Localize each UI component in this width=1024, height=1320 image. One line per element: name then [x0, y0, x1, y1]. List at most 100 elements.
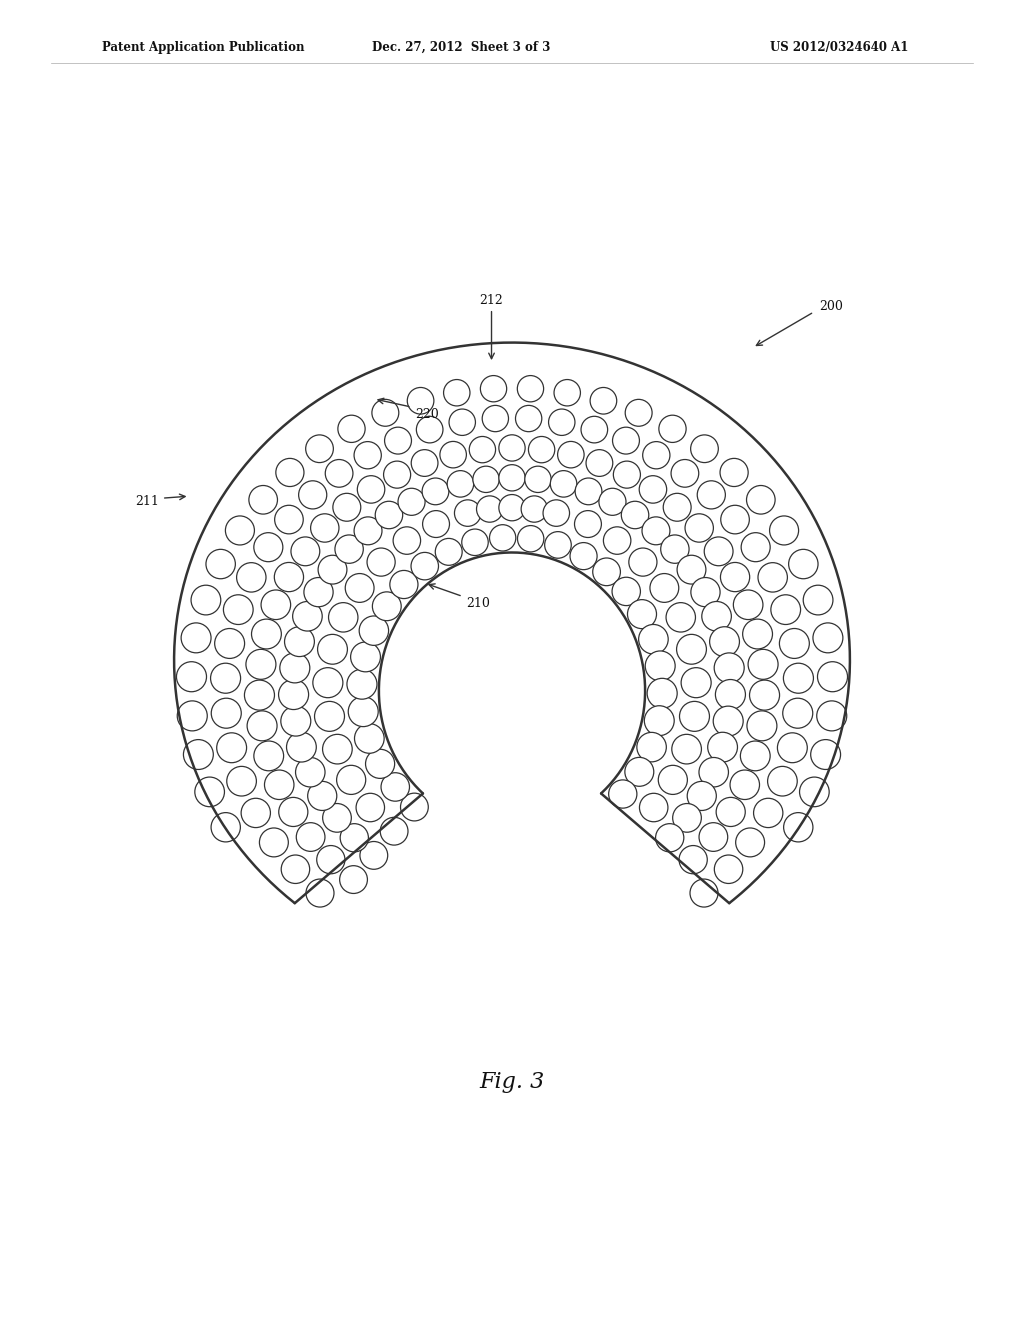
Circle shape: [685, 513, 714, 543]
Circle shape: [261, 590, 291, 619]
Circle shape: [181, 623, 211, 653]
Circle shape: [310, 513, 339, 543]
Circle shape: [211, 698, 242, 729]
Circle shape: [777, 733, 807, 763]
Circle shape: [803, 585, 833, 615]
Circle shape: [629, 548, 657, 576]
Circle shape: [699, 822, 728, 851]
Circle shape: [499, 465, 525, 491]
Text: 211: 211: [135, 495, 159, 508]
Circle shape: [681, 668, 711, 698]
Circle shape: [384, 461, 411, 488]
Circle shape: [515, 405, 542, 432]
Circle shape: [412, 450, 438, 477]
Circle shape: [285, 627, 314, 656]
Circle shape: [279, 680, 308, 710]
Circle shape: [259, 828, 289, 857]
Circle shape: [701, 602, 731, 631]
Circle shape: [714, 653, 744, 682]
Circle shape: [673, 804, 701, 832]
Circle shape: [215, 628, 245, 659]
Circle shape: [440, 441, 466, 467]
Circle shape: [590, 388, 616, 414]
Circle shape: [603, 527, 631, 554]
Circle shape: [195, 777, 224, 807]
Circle shape: [650, 574, 679, 602]
Text: Patent Application Publication: Patent Application Publication: [102, 41, 305, 54]
Circle shape: [637, 733, 667, 762]
Circle shape: [455, 500, 481, 527]
Circle shape: [639, 793, 668, 822]
Circle shape: [554, 380, 581, 407]
Circle shape: [705, 537, 733, 566]
Circle shape: [191, 585, 221, 615]
Circle shape: [304, 578, 333, 607]
Circle shape: [359, 842, 388, 870]
Circle shape: [314, 701, 344, 731]
Circle shape: [645, 651, 675, 681]
Circle shape: [280, 653, 310, 682]
Circle shape: [423, 511, 450, 537]
Circle shape: [768, 767, 798, 796]
Circle shape: [666, 603, 695, 632]
Circle shape: [770, 516, 799, 545]
Circle shape: [746, 486, 775, 513]
Circle shape: [677, 556, 706, 583]
Circle shape: [450, 409, 475, 436]
Circle shape: [345, 574, 374, 602]
Circle shape: [183, 739, 213, 770]
Circle shape: [469, 437, 496, 463]
Circle shape: [359, 616, 388, 645]
Circle shape: [373, 591, 401, 620]
Circle shape: [281, 706, 310, 737]
Circle shape: [417, 416, 443, 444]
Circle shape: [482, 405, 509, 432]
Circle shape: [296, 758, 325, 787]
Circle shape: [612, 577, 640, 606]
Circle shape: [735, 828, 765, 857]
Circle shape: [741, 533, 770, 562]
Circle shape: [249, 486, 278, 513]
Circle shape: [499, 434, 525, 461]
Circle shape: [299, 480, 327, 510]
Circle shape: [307, 781, 337, 810]
Circle shape: [730, 770, 760, 800]
Circle shape: [245, 680, 274, 710]
Circle shape: [211, 663, 241, 693]
Circle shape: [545, 532, 571, 558]
Circle shape: [677, 635, 707, 664]
Circle shape: [323, 804, 351, 832]
Circle shape: [293, 602, 323, 631]
Circle shape: [206, 549, 236, 578]
Circle shape: [357, 475, 385, 503]
Circle shape: [746, 711, 777, 741]
Circle shape: [639, 475, 667, 503]
Text: 220: 220: [415, 408, 438, 421]
Circle shape: [337, 766, 366, 795]
Circle shape: [411, 552, 438, 579]
Circle shape: [275, 458, 304, 487]
Circle shape: [643, 442, 670, 469]
Circle shape: [690, 879, 718, 907]
Circle shape: [354, 442, 381, 469]
Circle shape: [691, 578, 720, 607]
Circle shape: [318, 556, 347, 583]
Circle shape: [340, 824, 369, 851]
Circle shape: [326, 459, 353, 487]
Circle shape: [316, 846, 345, 874]
Circle shape: [811, 739, 841, 770]
Circle shape: [771, 595, 801, 624]
Circle shape: [613, 461, 640, 488]
Circle shape: [354, 517, 382, 545]
Circle shape: [366, 750, 394, 779]
Circle shape: [473, 466, 500, 492]
Circle shape: [499, 495, 525, 521]
Circle shape: [381, 772, 410, 801]
Circle shape: [347, 669, 377, 700]
Circle shape: [721, 506, 750, 533]
Circle shape: [223, 595, 253, 624]
Circle shape: [716, 680, 745, 710]
Circle shape: [742, 619, 772, 649]
Circle shape: [628, 599, 656, 628]
Circle shape: [211, 813, 241, 842]
